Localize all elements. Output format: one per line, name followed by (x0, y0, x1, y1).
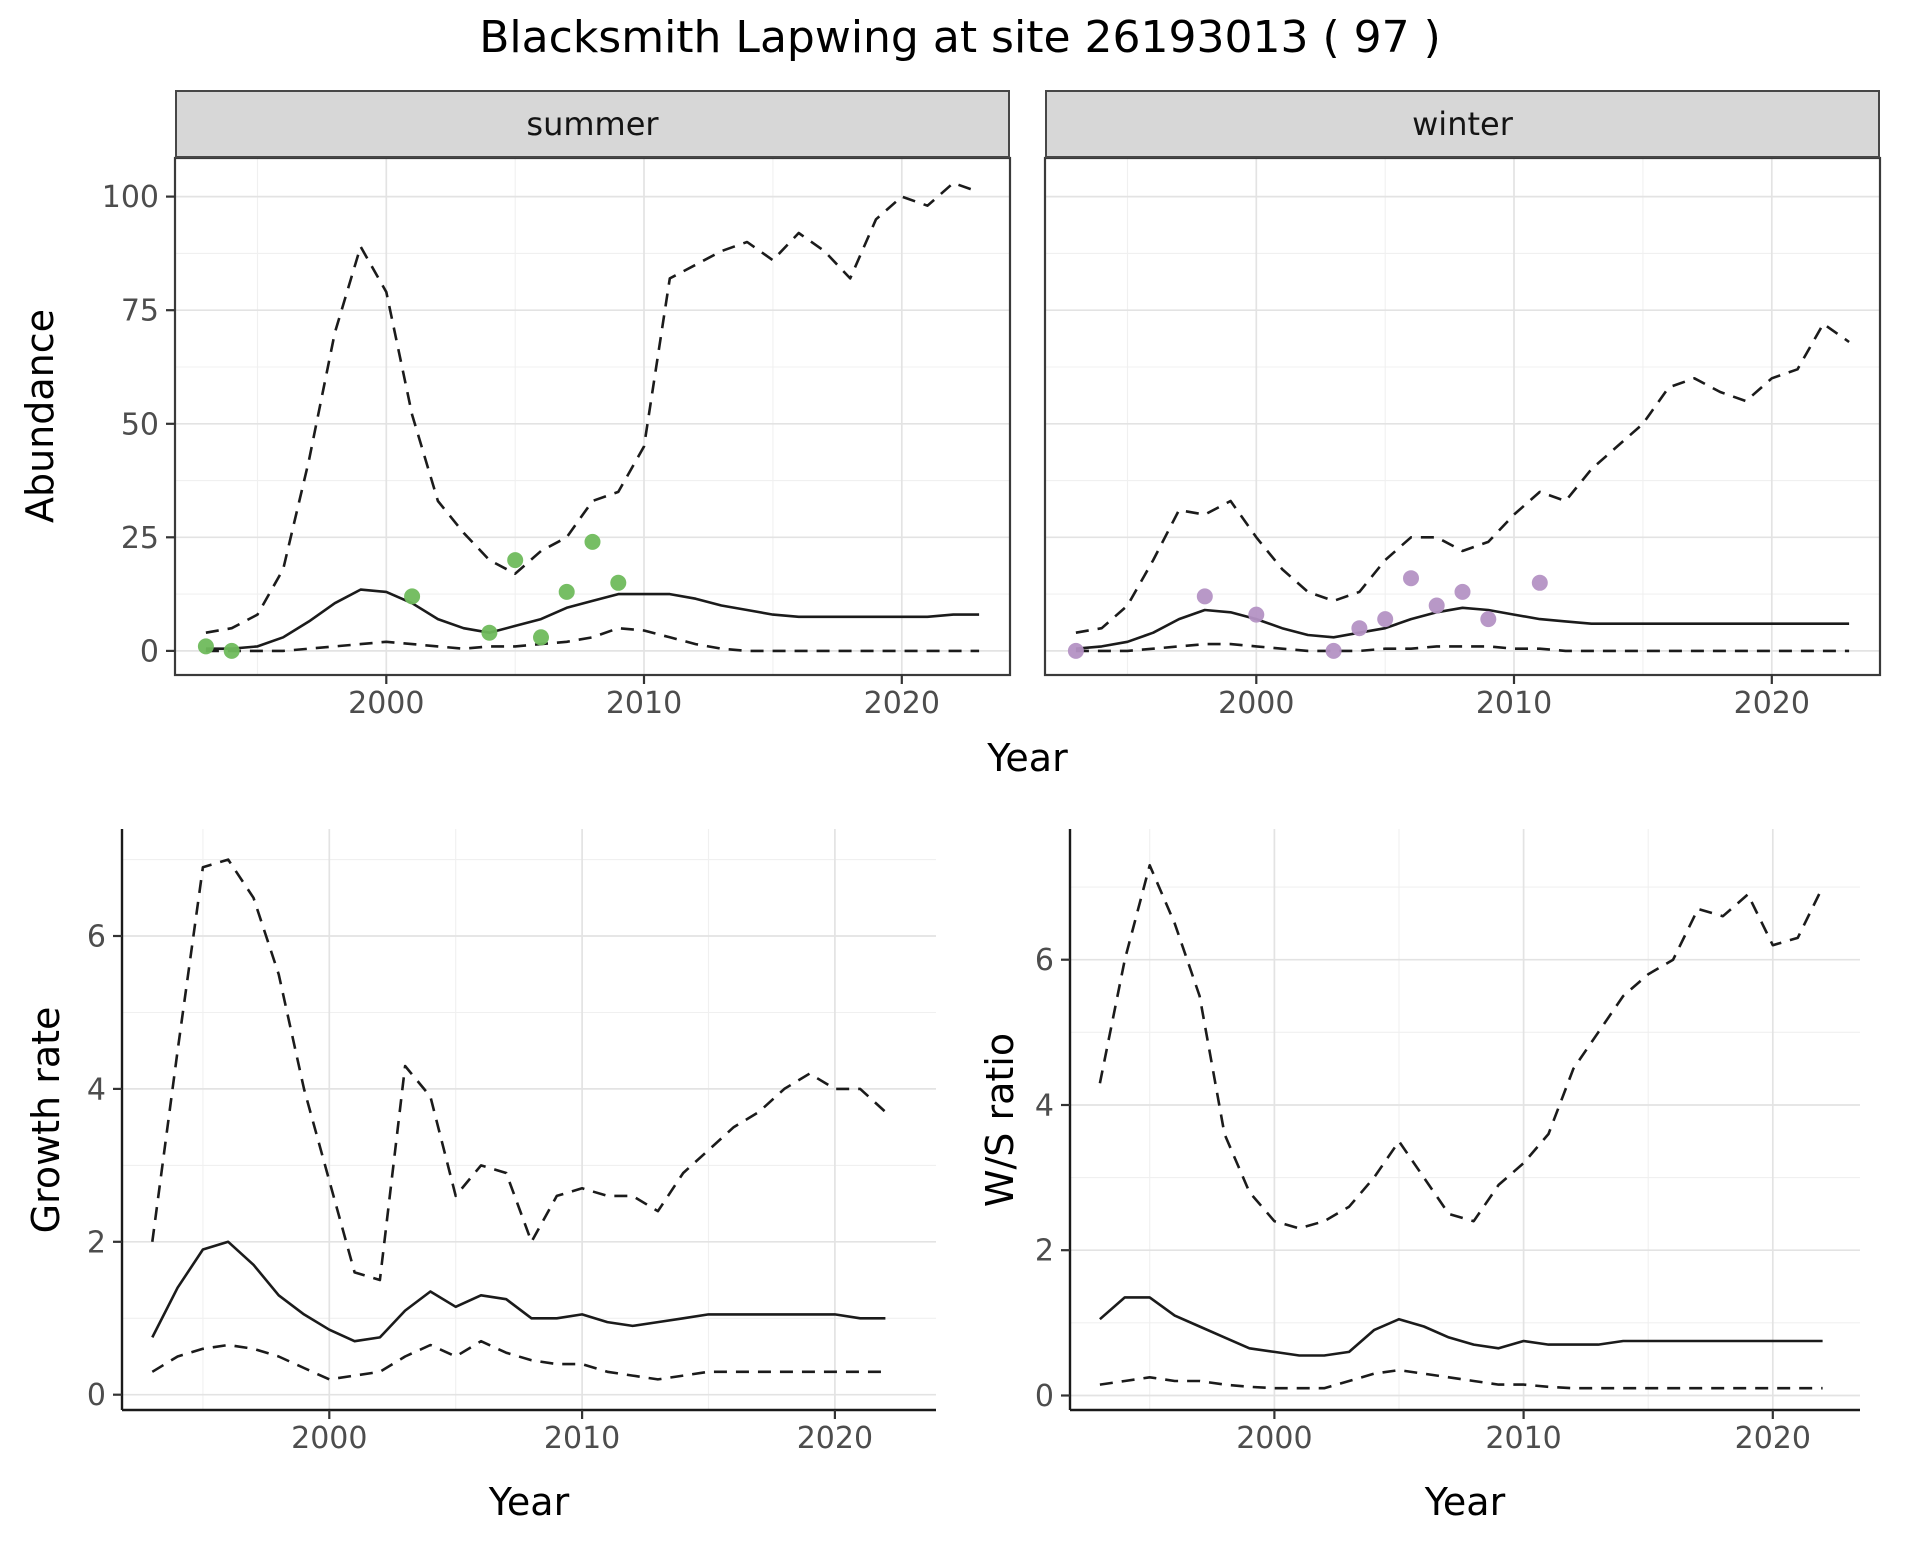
panel-background (175, 158, 1010, 675)
observation-point (1403, 570, 1419, 587)
x-axis-title-year-ws: Year (1424, 1480, 1506, 1524)
series-upper-bound (1098, 863, 1824, 1230)
facet-strip-summer-label: summer (526, 105, 659, 143)
y-tick-label: 4 (1035, 1089, 1054, 1124)
observation-point (584, 533, 601, 550)
observation-point (1067, 642, 1084, 659)
y-tick-label: 25 (121, 521, 159, 556)
observation-point (533, 629, 549, 646)
panel-background (122, 829, 936, 1410)
x-axis-title-year-top: Year (987, 736, 1068, 780)
facet-strip-summer: summer (175, 90, 1010, 158)
x-tick-label: 2010 (1485, 1421, 1561, 1456)
y-tick-label: 50 (121, 407, 159, 442)
observation-point (404, 588, 421, 605)
x-tick-label: 2000 (1218, 686, 1294, 721)
y-axis-title-growth-rate: Growth rate (24, 1006, 68, 1234)
observation-point (223, 642, 240, 659)
series-upper-bound (205, 181, 980, 634)
y-tick-label: 0 (87, 1378, 106, 1413)
series-lower-bound (1099, 1368, 1823, 1390)
series-median (151, 1240, 886, 1343)
observation-point (1351, 620, 1368, 637)
observation-point (558, 583, 575, 600)
x-axis-title-year-growth: Year (488, 1480, 570, 1524)
x-tick-label: 2010 (606, 686, 682, 721)
x-tick-label: 2010 (544, 1421, 620, 1456)
observation-point (507, 552, 524, 569)
x-tick-label: 2000 (291, 1421, 367, 1456)
observation-point (1531, 574, 1548, 591)
x-tick-label: 2020 (1735, 1421, 1811, 1456)
y-axis-title-ws-ratio: W/S ratio (978, 1032, 1022, 1208)
x-tick-label: 2000 (348, 686, 424, 721)
observation-point (1377, 611, 1394, 628)
x-tick-label: 2020 (864, 686, 940, 721)
x-tick-label: 2010 (1476, 686, 1552, 721)
y-tick-label: 2 (1035, 1234, 1054, 1269)
observation-point (481, 624, 498, 641)
y-tick-label: 4 (87, 1072, 106, 1107)
x-tick-label: 2000 (1236, 1421, 1312, 1456)
facet-strip-winter-label: winter (1412, 105, 1513, 143)
y-tick-label: 0 (140, 634, 159, 669)
x-tick-label: 2020 (797, 1421, 873, 1456)
panel-background (1070, 829, 1860, 1410)
series-lower-bound (205, 626, 980, 653)
observation-point (197, 638, 214, 655)
observation-point (1196, 588, 1213, 605)
observation-point (1454, 583, 1471, 600)
chart-title: Blacksmith Lapwing at site 26193013 ( 97… (479, 12, 1441, 63)
series-lower-bound (1075, 642, 1850, 653)
y-tick-label: 100 (102, 180, 159, 215)
facet-strip-winter: winter (1045, 90, 1880, 158)
y-tick-label: 75 (121, 294, 159, 329)
observation-point (1480, 611, 1497, 628)
panel-border (173, 156, 1012, 677)
series-median (1075, 606, 1850, 650)
observation-point (1248, 606, 1265, 623)
observation-point (610, 574, 627, 591)
y-tick-label: 6 (1035, 943, 1054, 978)
series-lower-bound (151, 1339, 886, 1381)
observation-point (1325, 642, 1342, 659)
series-upper-bound (1075, 322, 1850, 634)
y-axis-title-abundance: Abundance (18, 308, 62, 524)
series-median (1099, 1296, 1823, 1357)
y-tick-label: 0 (1035, 1379, 1054, 1414)
x-tick-label: 2020 (1734, 686, 1810, 721)
y-tick-label: 2 (87, 1225, 106, 1260)
observation-point (1428, 597, 1445, 614)
panel-border (1043, 156, 1882, 677)
series-median (205, 588, 980, 651)
y-tick-label: 6 (87, 920, 106, 955)
series-upper-bound (151, 858, 887, 1282)
